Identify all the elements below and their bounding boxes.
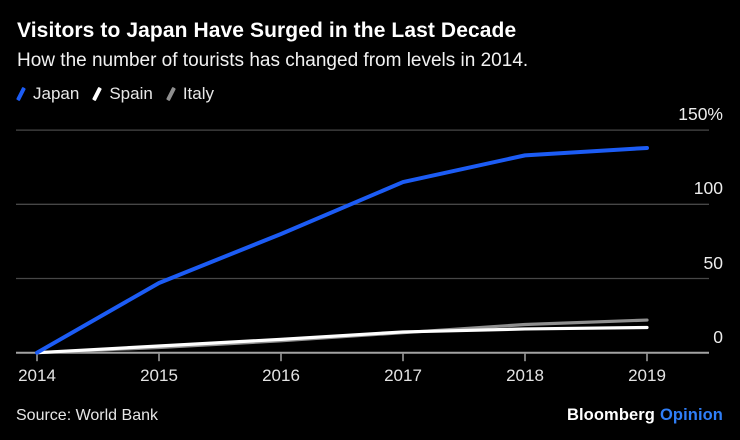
chart-subtitle: How the number of tourists has changed f… — [17, 50, 529, 71]
legend-label: Spain — [109, 84, 153, 103]
bloomberg-logo: Bloomberg Opinion — [567, 406, 723, 425]
chart-header: Visitors to Japan Have Surged in the Las… — [17, 19, 528, 72]
legend-label: Italy — [182, 84, 214, 103]
brand-name: Bloomberg — [566, 406, 655, 424]
legend-label: Japan — [33, 84, 80, 103]
series-line-japan — [35, 145, 649, 355]
legend-item-italy: Italy — [165, 84, 214, 104]
brand-edition: Opinion — [659, 406, 723, 424]
legend-item-spain: Spain — [92, 84, 153, 104]
legend-item-japan: Japan — [16, 84, 80, 104]
chart-title: Visitors to Japan Have Surged in the Las… — [17, 19, 517, 42]
series-line-spain — [35, 325, 649, 355]
legend: Japan Spain Italy — [16, 84, 214, 104]
source-note: Source: World Bank — [16, 407, 158, 424]
